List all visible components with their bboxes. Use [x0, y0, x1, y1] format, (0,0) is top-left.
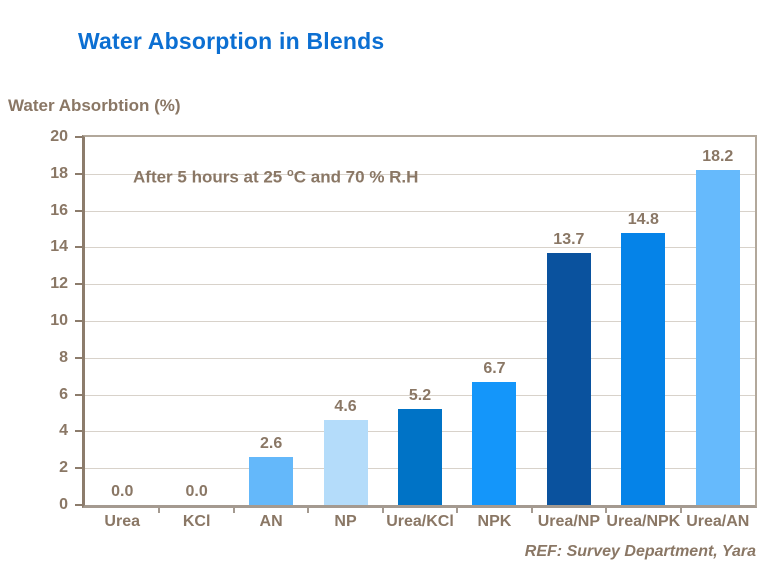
x-tick-mark-7 [605, 508, 608, 513]
gridline-y-14 [85, 247, 755, 249]
y-tick-label-0: 0 [59, 496, 68, 513]
bar-value-label-urea-np: 13.7 [553, 230, 585, 248]
x-tick-mark-1 [158, 508, 161, 513]
annotation-label: After 5 hours at 25 oC and 70 % R.H [133, 167, 418, 188]
bar-value-label-urea-an: 18.2 [702, 148, 734, 166]
y-tick-label-4: 4 [59, 422, 68, 440]
bar-value-label-urea-kcl: 5.2 [408, 387, 432, 405]
x-axis-label-urea: Urea [104, 513, 140, 530]
y-tick-label-14: 14 [50, 238, 68, 256]
bar-npk [472, 381, 517, 505]
chart-title: Water Absorption in Blends [78, 28, 385, 54]
x-tick-mark-6 [530, 508, 533, 513]
bar-value-label-kcl: 0.0 [185, 483, 208, 500]
x-axis-label-np: NP [334, 513, 357, 530]
gridline-y-6 [85, 394, 755, 396]
y-tick-label-2: 2 [59, 459, 68, 477]
x-axis-label-urea-an: Urea/AN [686, 513, 750, 530]
bar-value-label-urea: 0.0 [111, 483, 134, 500]
y-tick-label-10: 10 [50, 312, 68, 329]
bar-urea-an [695, 170, 740, 505]
bar-np [323, 420, 368, 505]
y-tick-label-20: 20 [50, 128, 68, 145]
y-tick-label-16: 16 [50, 201, 68, 219]
y-tick-mark-18 [75, 172, 82, 175]
x-axis-label-urea-kcl: Urea/KCl [386, 513, 454, 530]
y-tick-mark-4 [75, 430, 82, 433]
gridline-y-8 [85, 357, 755, 359]
bar-urea-npk [621, 232, 666, 505]
x-tick-mark-4 [381, 508, 384, 513]
annotation-text-2: C and 70 % R.H [293, 167, 419, 187]
annotation-degree-symbol: o [287, 167, 294, 179]
gridline-y-16 [85, 210, 755, 212]
y-tick-mark-8 [75, 356, 82, 359]
x-axis-label-urea-npk: Urea/NPK [606, 513, 681, 530]
y-tick-label-18: 18 [50, 164, 68, 182]
y-tick-mark-16 [75, 209, 82, 212]
gridline-y-10 [85, 321, 755, 322]
x-axis-label-an: AN [259, 513, 283, 530]
y-tick-label-6: 6 [59, 385, 68, 403]
x-axis-label-urea-np: Urea/NP [537, 513, 600, 530]
plot-area: After 5 hours at 25 oC and 70 % R.H 0.0 0… [82, 135, 757, 508]
y-tick-mark-6 [75, 393, 82, 396]
x-tick-mark-5 [456, 508, 459, 513]
bar-value-label-urea-npk: 14.8 [627, 210, 659, 228]
x-tick-mark-8 [679, 508, 682, 513]
x-axis-label-npk: NPK [477, 513, 512, 530]
y-tick-label-12: 12 [50, 275, 68, 293]
y-tick-label-8: 8 [59, 348, 68, 366]
y-tick-mark-12 [75, 283, 82, 286]
y-axis-title: Water Absorbtion (%) [8, 96, 181, 115]
y-tick-mark-10 [75, 320, 82, 322]
bar-urea-kcl [398, 409, 442, 505]
x-tick-mark-2 [232, 508, 235, 513]
annotation-text-1: After 5 hours at 25 [133, 167, 287, 187]
gridline-y-12 [85, 284, 755, 286]
x-tick-mark-3 [307, 508, 310, 513]
bar-urea-np [546, 252, 591, 505]
bar-value-label-npk: 6.7 [483, 359, 506, 377]
y-tick-mark-14 [75, 246, 82, 249]
reference-text: REF: Survey Department, Yara [524, 543, 756, 560]
gridline-y-18 [85, 173, 755, 175]
y-tick-mark-2 [75, 467, 82, 470]
bar-an [249, 457, 294, 505]
x-axis-label-kcl: KCl [182, 513, 211, 530]
y-tick-mark-20 [75, 136, 82, 138]
y-tick-mark-0 [75, 504, 82, 506]
bar-value-label-an: 2.6 [259, 435, 283, 453]
bar-value-label-np: 4.6 [334, 398, 357, 416]
